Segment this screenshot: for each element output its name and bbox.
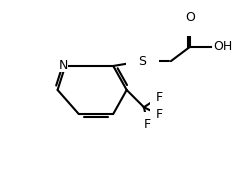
Text: F: F	[156, 108, 163, 121]
Text: OH: OH	[213, 40, 232, 53]
Text: F: F	[156, 91, 163, 104]
Text: S: S	[138, 55, 146, 68]
Text: O: O	[185, 11, 195, 23]
Text: F: F	[143, 118, 150, 131]
Text: N: N	[59, 59, 68, 72]
